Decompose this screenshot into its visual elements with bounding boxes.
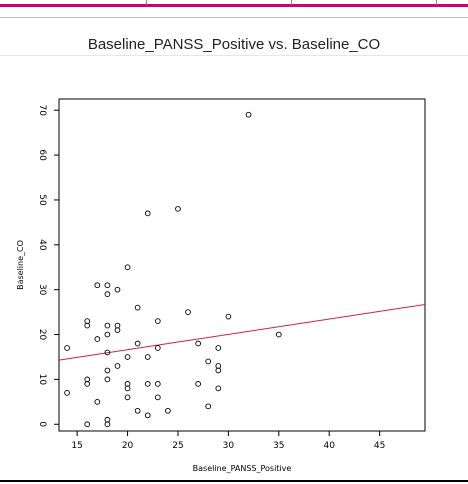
column-divider	[291, 0, 292, 5]
scatter-point	[104, 416, 111, 423]
title-separator	[0, 55, 468, 56]
scatter-point	[114, 286, 121, 293]
scatter-point	[175, 206, 181, 212]
scatter-point	[124, 381, 131, 387]
scatter-point	[104, 331, 111, 338]
column-divider	[146, 0, 147, 5]
bottom-rule	[0, 480, 468, 482]
y-tick-label: 10	[37, 374, 47, 386]
scatter-point	[114, 322, 121, 329]
x-tick-label: 45	[374, 441, 385, 451]
y-tick-label: 60	[37, 149, 47, 161]
y-tick-label: 0	[37, 421, 47, 427]
scatter-point	[94, 398, 101, 405]
scatter-point	[185, 309, 191, 315]
scatter-point	[144, 412, 151, 419]
scatter-point	[124, 264, 131, 271]
scatter-point	[84, 376, 91, 383]
scatter-point	[215, 385, 222, 392]
scatter-point	[205, 403, 212, 410]
scatter-point	[275, 331, 282, 338]
scatter-point	[195, 340, 201, 347]
scatter-point	[205, 358, 212, 365]
y-tick-label: 20	[37, 329, 47, 341]
scatter-point	[104, 322, 111, 329]
scatter-point	[94, 336, 101, 342]
y-tick-label: 50	[37, 194, 47, 206]
window-accent-bar	[0, 4, 468, 7]
scatter-point	[134, 340, 141, 347]
x-tick-label: 30	[223, 441, 235, 451]
fit-line	[58, 303, 426, 361]
x-tick-label: 20	[122, 441, 134, 451]
scatter-point	[134, 407, 141, 414]
scatter-point	[245, 111, 252, 118]
scatter-point	[104, 282, 111, 289]
data-points	[64, 111, 282, 428]
scatter-point	[94, 282, 101, 289]
x-tick-label: 25	[172, 441, 183, 451]
scatter-point	[144, 381, 151, 387]
scatter-point	[104, 349, 111, 356]
title-band	[0, 18, 468, 54]
x-axis-label: Baseline_PANSS_Positive	[193, 464, 292, 473]
scatter-point	[104, 291, 111, 298]
scatter-point	[144, 210, 151, 217]
scatter-point	[165, 407, 171, 414]
scatter-point	[154, 394, 161, 401]
scatter-point	[154, 345, 161, 351]
y-tick-label: 30	[37, 284, 47, 296]
scatter-point	[154, 318, 161, 324]
scatter-point	[104, 376, 111, 383]
scatter-point	[195, 381, 201, 387]
x-axis: 15 20 25 30 35 40 45	[71, 431, 385, 451]
x-tick-label: 40	[323, 441, 335, 451]
scatter-point	[154, 381, 161, 387]
window-top-strip	[0, 0, 468, 8]
plot-frame	[58, 98, 426, 432]
scatter-point	[134, 304, 141, 311]
scatter-point	[114, 363, 121, 369]
scatter-point	[215, 363, 222, 369]
page-title: Baseline_PANSS_Positive vs. Baseline_CO	[87, 36, 381, 53]
y-axis: 0 10 20 30 40 50 60 70	[37, 104, 59, 427]
scatter-point	[124, 394, 131, 401]
scatter-point	[64, 390, 70, 396]
y-tick-label: 70	[37, 104, 47, 116]
column-divider	[436, 0, 437, 5]
x-tick-label: 15	[71, 441, 82, 451]
y-tick-label: 40	[37, 239, 47, 251]
y-axis-label: Baseline_CO	[16, 240, 25, 290]
scatter-point	[84, 421, 91, 428]
x-tick-label: 35	[273, 441, 284, 451]
scatter-point	[215, 345, 222, 351]
scatter-point	[144, 354, 151, 360]
header-rule	[0, 17, 468, 18]
scatter-point	[225, 313, 232, 320]
scatter-point	[104, 367, 111, 374]
scatter-point	[64, 345, 70, 351]
scatter-point	[124, 354, 131, 360]
scatter-point	[84, 318, 91, 324]
